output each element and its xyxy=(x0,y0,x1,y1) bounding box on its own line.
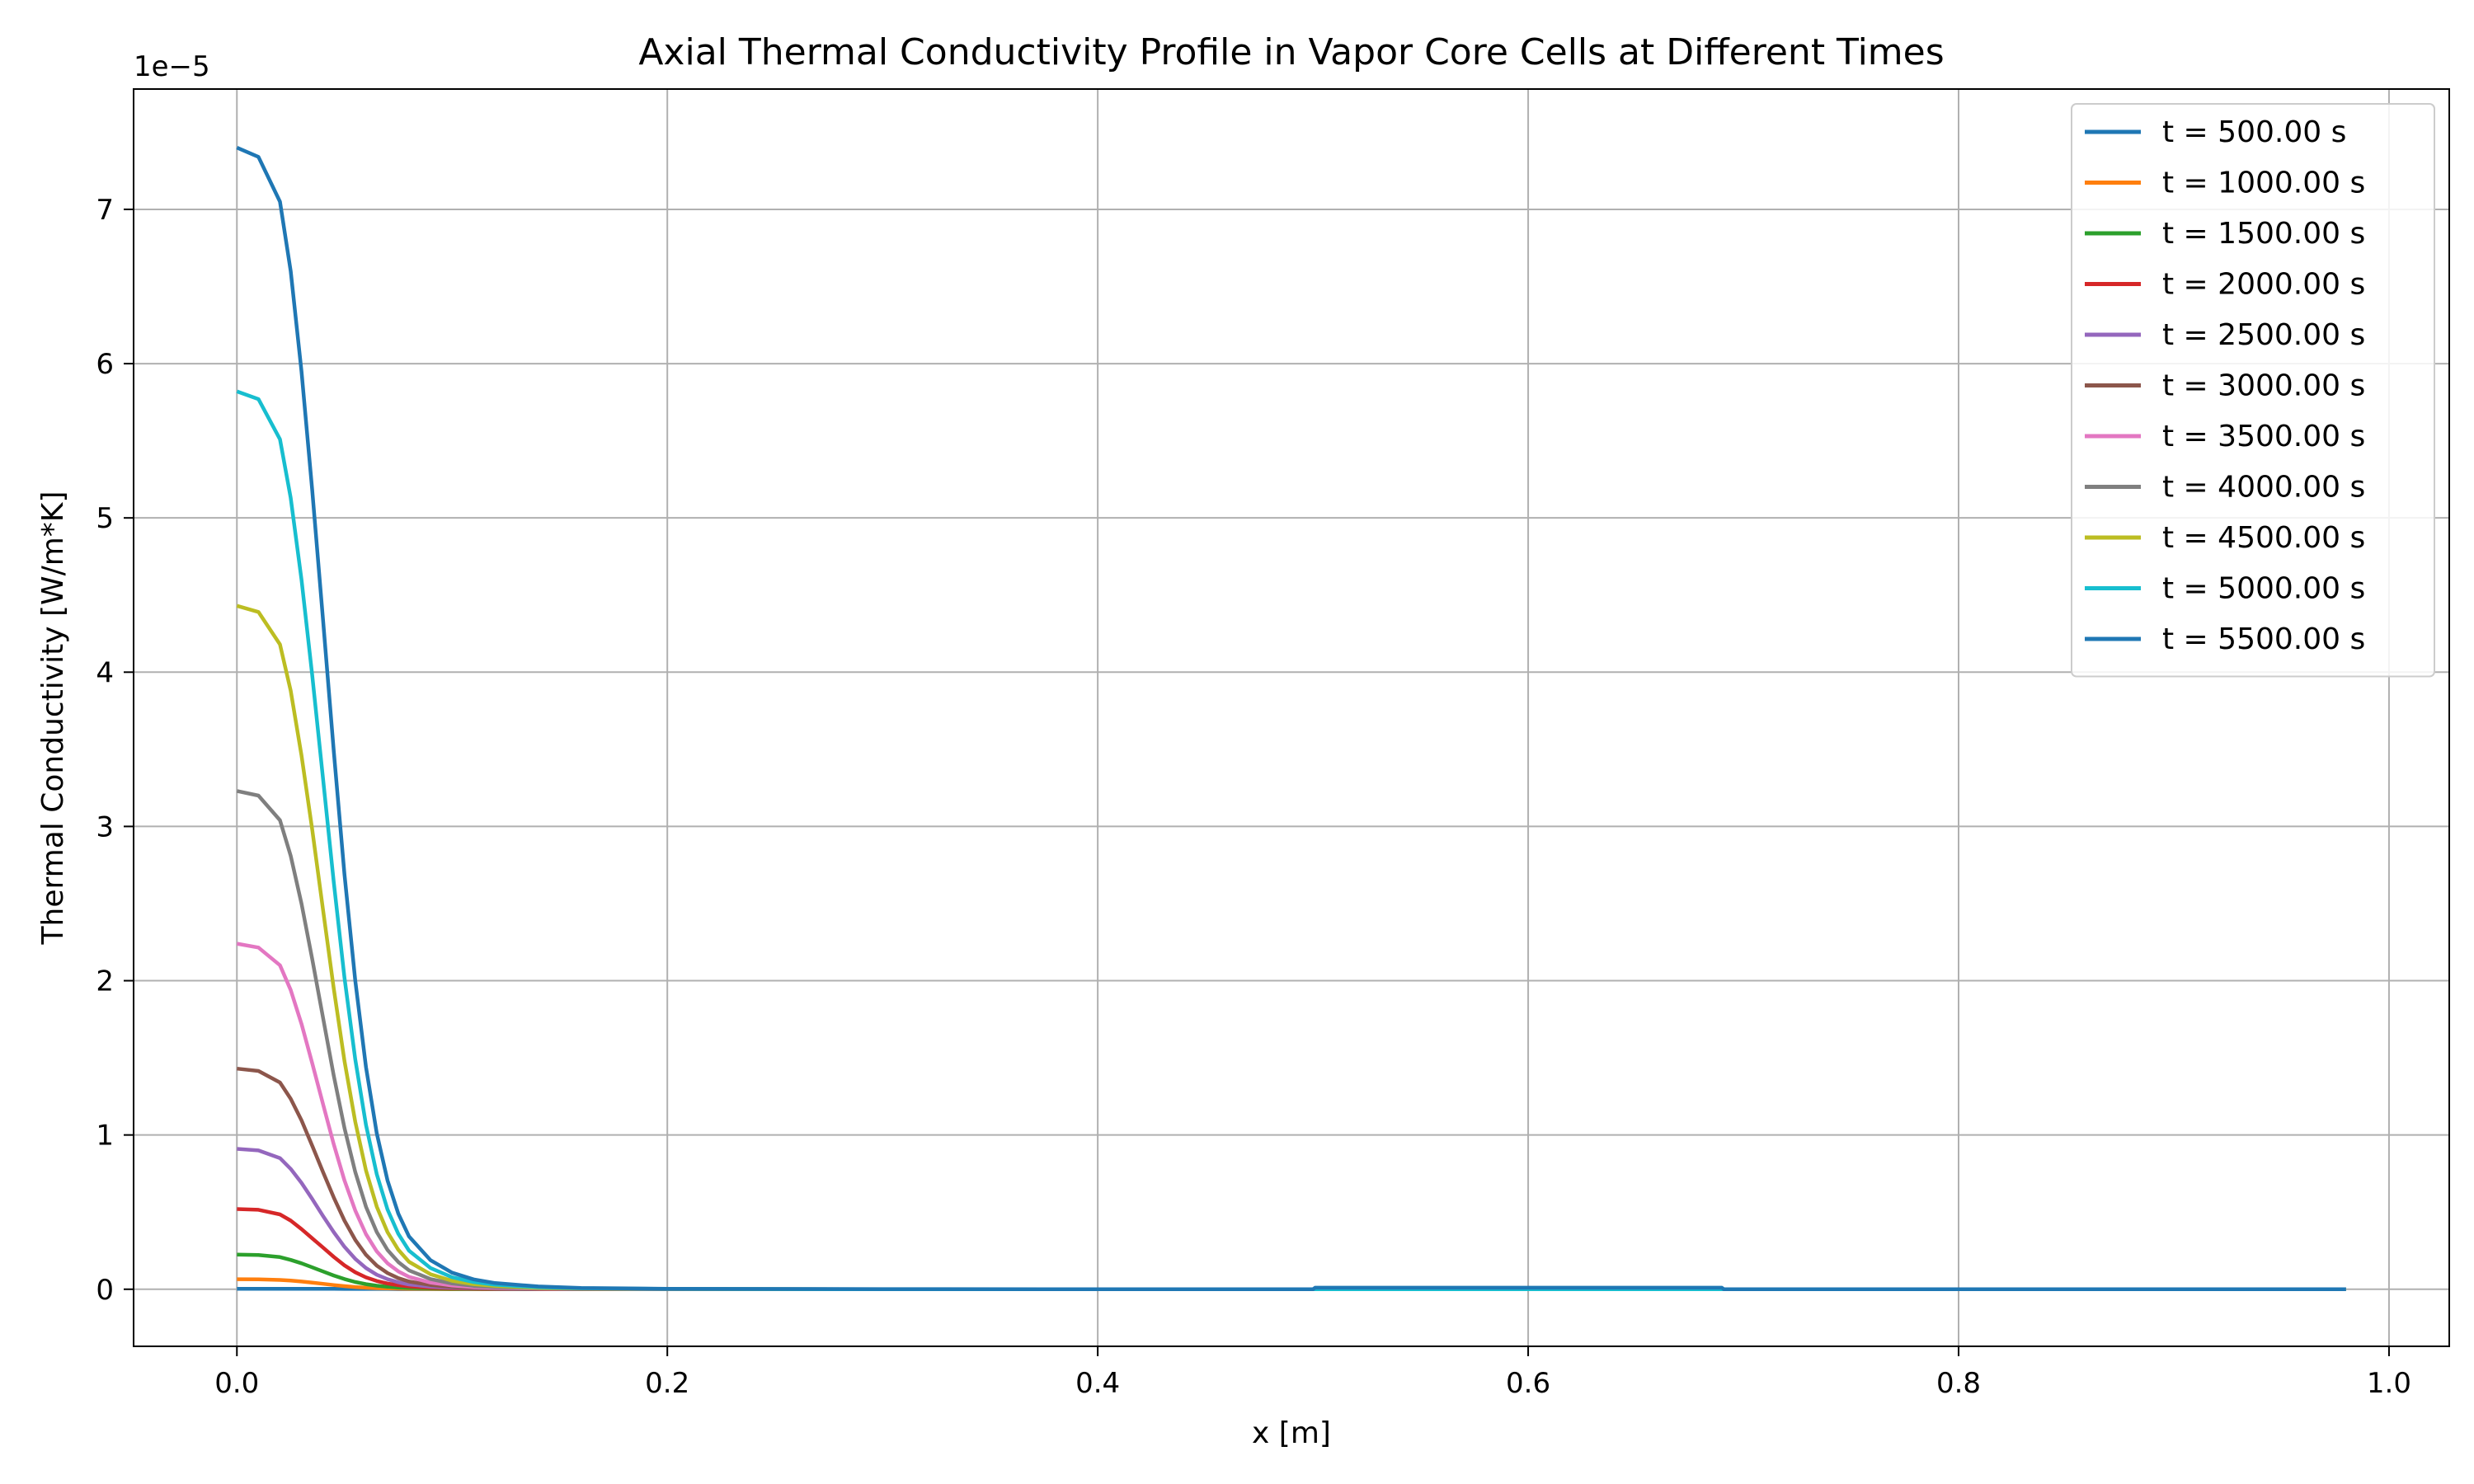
legend-item: t = 500.00 s xyxy=(2085,115,2346,149)
x-axis-label: x [m] xyxy=(1252,1416,1331,1450)
legend-label: t = 500.00 s xyxy=(2162,115,2346,149)
legend-item: t = 5000.00 s xyxy=(2085,572,2365,606)
grid xyxy=(134,89,2449,1346)
x-tick-label: 0.8 xyxy=(1936,1367,1981,1400)
chart-title: Axial Thermal Conductivity Profile in Va… xyxy=(638,31,1944,73)
y-tick-label: 1 xyxy=(96,1120,114,1153)
y-axis-label: Thermal Conductivity [W/m*K] xyxy=(36,491,70,946)
legend-label: t = 4000.00 s xyxy=(2162,471,2365,505)
y-tick-label: 7 xyxy=(96,194,114,227)
series-lines xyxy=(236,146,2346,1292)
x-tick-label: 1.0 xyxy=(2367,1367,2411,1400)
legend-label: t = 1500.00 s xyxy=(2162,217,2365,251)
legend: t = 500.00 s t = 1000.00 s t = 1500.00 s t … xyxy=(2071,103,2435,678)
x-tick-label: 0.2 xyxy=(645,1367,689,1400)
plot-frame xyxy=(133,88,2450,1347)
legend-box xyxy=(2071,103,2435,678)
x-axis-ticks: 0.0 0.2 0.4 0.6 0.8 1.0 xyxy=(214,1346,2411,1400)
legend-label: t = 5500.00 s xyxy=(2162,622,2365,656)
y-tick-label: 0 xyxy=(96,1274,114,1307)
y-axis-offset-label: 1e−5 xyxy=(134,50,210,83)
legend-item: t = 3000.00 s xyxy=(2085,369,2365,403)
legend-item: t = 5500.00 s xyxy=(2085,622,2365,656)
x-tick-label: 0.6 xyxy=(1506,1367,1550,1400)
y-tick-label: 3 xyxy=(96,810,114,843)
legend-label: t = 1000.00 s xyxy=(2162,167,2365,200)
legend-item: t = 3500.00 s xyxy=(2085,420,2365,453)
legend-item: t = 1500.00 s xyxy=(2085,217,2365,251)
legend-label: t = 4500.00 s xyxy=(2162,521,2365,555)
legend-items: t = 500.00 s t = 1000.00 s t = 1500.00 s t … xyxy=(2085,115,2365,656)
y-tick-label: 2 xyxy=(96,965,114,998)
legend-item: t = 2000.00 s xyxy=(2085,268,2365,302)
x-tick-label: 0.4 xyxy=(1075,1367,1120,1400)
y-tick-label: 5 xyxy=(96,502,114,535)
legend-label: t = 2500.00 s xyxy=(2162,318,2365,352)
y-tick-label: 6 xyxy=(96,348,114,381)
x-tick-label: 0.0 xyxy=(214,1367,259,1400)
legend-label: t = 2000.00 s xyxy=(2162,268,2365,302)
legend-label: t = 3500.00 s xyxy=(2162,420,2365,453)
series-line-11 xyxy=(236,146,2346,1292)
legend-item: t = 1000.00 s xyxy=(2085,167,2365,200)
legend-item: t = 2500.00 s xyxy=(2085,318,2365,352)
legend-item: t = 4000.00 s xyxy=(2085,471,2365,505)
y-axis-ticks: 0 1 2 3 4 5 6 7 xyxy=(96,194,134,1307)
y-tick-label: 4 xyxy=(96,656,114,689)
legend-item: t = 4500.00 s xyxy=(2085,521,2365,555)
legend-label: t = 3000.00 s xyxy=(2162,369,2365,403)
legend-label: t = 5000.00 s xyxy=(2162,572,2365,606)
